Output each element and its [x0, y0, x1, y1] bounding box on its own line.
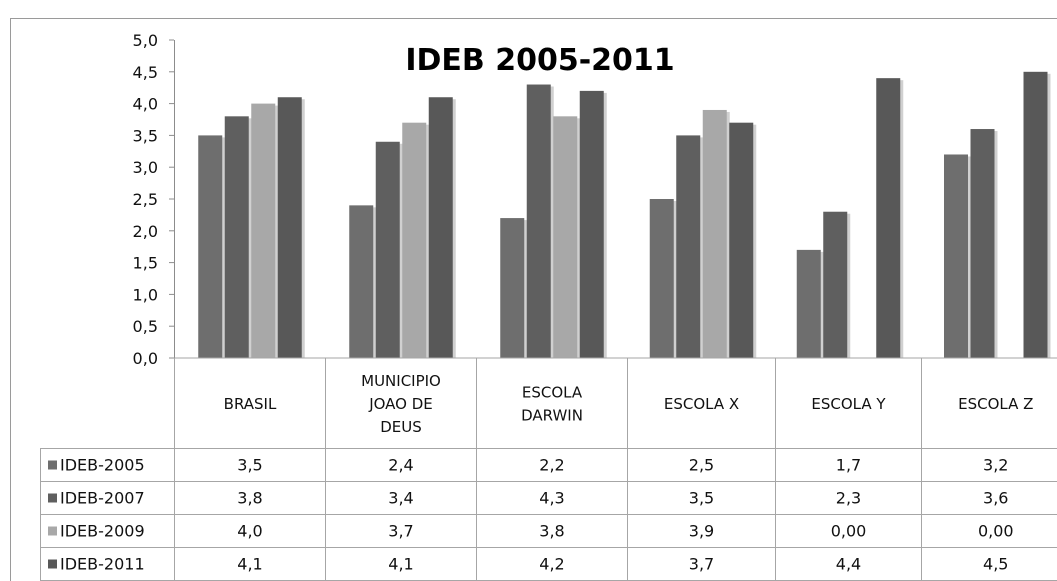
y-tick-label: 0,0: [133, 349, 158, 368]
bar: [277, 97, 302, 359]
table-cell: 3,5: [689, 489, 714, 508]
category-label: ESCOLA X: [664, 395, 739, 413]
series-label: IDEB-2005: [60, 456, 145, 475]
category-label: MUNICIPIO JOAO DE DEUS: [361, 372, 441, 436]
table-cell: 4,5: [983, 555, 1008, 574]
table-cell: 4,1: [237, 555, 262, 574]
bar: [796, 249, 821, 358]
bar: [579, 90, 604, 358]
legend-key: [48, 460, 57, 470]
y-tick-label: 5,0: [133, 31, 158, 50]
bar: [876, 78, 901, 358]
table-cell: 3,8: [237, 489, 262, 508]
table-cell: 4,0: [237, 522, 262, 541]
y-tick-label: 4,5: [133, 63, 158, 82]
category-label: ESCOLA DARWIN: [521, 384, 583, 425]
category-label: BRASIL: [224, 395, 277, 413]
table-cell: 1,7: [836, 456, 861, 475]
table-cell: 3,4: [388, 489, 413, 508]
legend-key: [48, 559, 57, 569]
bar: [702, 109, 727, 359]
table-cell: 4,1: [388, 555, 413, 574]
legend-key: [48, 493, 57, 503]
y-tick-label: 3,0: [133, 158, 158, 177]
series-label: IDEB-2011: [60, 555, 145, 574]
bar: [375, 141, 400, 358]
table-cell: 3,9: [689, 522, 714, 541]
bar: [823, 211, 848, 358]
table-cell: 0,00: [831, 522, 867, 541]
legend-key: [48, 526, 57, 536]
bar: [649, 199, 674, 358]
chart-frame: [10, 18, 1057, 581]
table-cell: 3,7: [388, 522, 413, 541]
y-tick-label: 1,0: [133, 285, 158, 304]
bar: [553, 116, 578, 358]
y-tick-label: 4,0: [133, 95, 158, 114]
bar: [729, 122, 754, 359]
bar: [500, 218, 525, 358]
bar: [970, 129, 995, 358]
chart-title: IDEB 2005-2011: [405, 43, 674, 78]
bar: [251, 103, 276, 358]
series-label: IDEB-2009: [60, 522, 145, 541]
table-cell: 3,6: [983, 489, 1008, 508]
y-tick-label: 2,5: [133, 190, 158, 209]
category-label: ESCOLA Y: [811, 395, 886, 413]
y-tick-label: 0,5: [133, 317, 158, 336]
bars: [198, 71, 1051, 359]
bar: [428, 97, 453, 359]
table-cell: 4,3: [539, 489, 564, 508]
bar: [944, 154, 968, 358]
bar: [676, 135, 701, 358]
table-cell: 3,7: [689, 555, 714, 574]
bar: [224, 116, 249, 358]
table-cell: 3,8: [539, 522, 564, 541]
category-label: ESCOLA Z: [958, 395, 1033, 413]
table-cell: 3,2: [983, 456, 1008, 475]
table-cell: 3,5: [237, 456, 262, 475]
data-table: BRASIL MUNICIPIO JOAO DE DEUS ESCOLA DARWIN ES…: [40, 357, 1057, 581]
table-cell: 2,5: [689, 456, 714, 475]
y-tick-label: 3,5: [133, 126, 158, 145]
table-cell: 4,4: [836, 555, 861, 574]
table-cell: 2,2: [539, 456, 564, 475]
y-tick-label: 2,0: [133, 222, 158, 241]
bar: [1023, 71, 1048, 359]
series-label: IDEB-2007: [60, 489, 145, 508]
y-axis-ticks: 0,0 0,5 1,0 1,5 2,0 2,5 3,0 3,5 4,0 4,5 5,0: [133, 31, 174, 368]
bar: [402, 122, 427, 359]
bar: [526, 84, 551, 359]
table-cell: 2,3: [836, 489, 861, 508]
bar: [349, 205, 374, 358]
table-cell: 4,2: [539, 555, 564, 574]
table-cell: 0,00: [978, 522, 1014, 541]
table-cell: 2,4: [388, 456, 413, 475]
y-tick-label: 1,5: [133, 254, 158, 273]
bar: [198, 135, 223, 358]
